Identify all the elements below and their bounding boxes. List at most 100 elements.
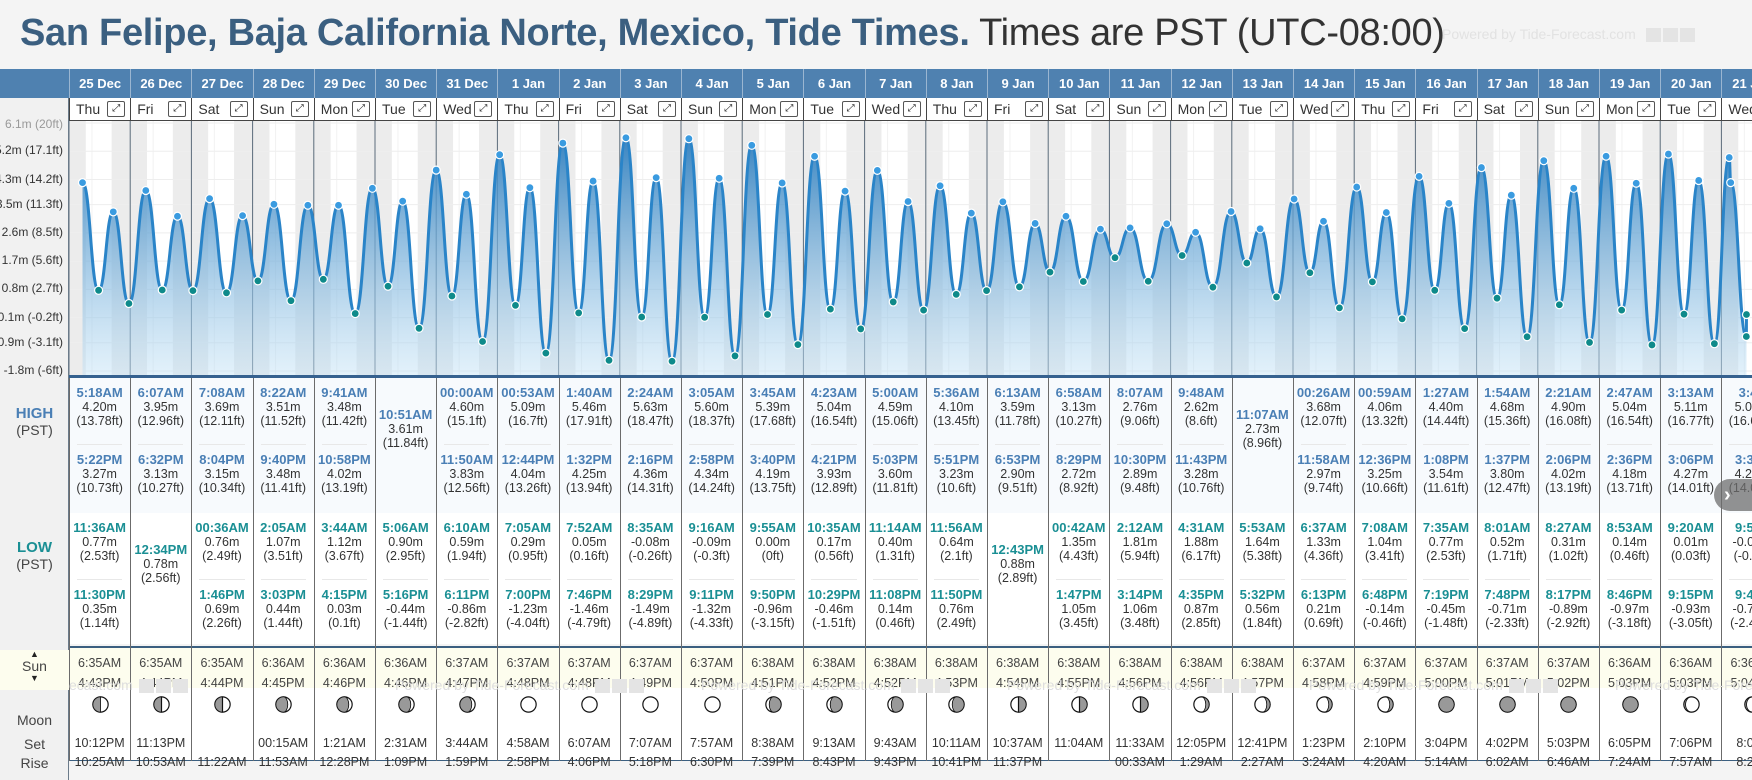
moonrise-time: 10:25AM: [74, 755, 125, 769]
tide-time: 2:06PM: [1545, 452, 1592, 467]
expand-day-icon[interactable]: ⤢: [413, 101, 432, 117]
tide-height-m: -0.44m: [386, 602, 426, 616]
expand-day-icon[interactable]: ⤢: [902, 101, 921, 117]
high-tide-point: [651, 173, 661, 183]
entry-separator: [321, 579, 367, 580]
sunrise-time: 6:38AM: [996, 656, 1040, 670]
expand-day-icon[interactable]: ⤢: [107, 101, 126, 117]
high-tide-point: [998, 197, 1008, 207]
expand-day-icon[interactable]: ⤢: [657, 101, 676, 117]
column-divider: [1231, 378, 1233, 761]
tide-height-ft: (12.07ft): [1300, 414, 1347, 428]
tide-height-m: 2.73m: [1245, 422, 1280, 436]
tide-time: 4:31AM: [1178, 520, 1225, 535]
low-tide-point: [1078, 276, 1088, 287]
sunrise-time: 6:38AM: [751, 656, 795, 670]
y-tick-label: 4.3m (14.2ft): [0, 171, 63, 186]
expand-day-icon[interactable]: ⤢: [1269, 101, 1288, 117]
low-tide-point: [1522, 332, 1532, 342]
low-tide-entry: 9:50PM -0.96m (-3.15ft): [742, 588, 803, 631]
expand-day-icon[interactable]: ⤢: [1208, 101, 1227, 117]
expand-day-icon[interactable]: ⤢: [963, 101, 982, 117]
tide-time: 10:51AM: [378, 407, 433, 422]
high-tide-point: [1724, 152, 1734, 163]
high-tide-point: [1694, 175, 1704, 186]
column-divider: [1048, 378, 1050, 761]
expand-day-icon[interactable]: ⤢: [1331, 101, 1350, 117]
tide-time: 1:46PM: [199, 587, 245, 602]
tide-time: 3:14PM: [1117, 587, 1163, 602]
high-tide-entry: 2:06PM 4.02m (13.19ft): [1538, 452, 1599, 496]
tide-height-ft: (-4.33ft): [689, 616, 734, 630]
moonrise-time: 1:59PM: [445, 755, 489, 769]
expand-day-icon[interactable]: ⤢: [1575, 101, 1594, 117]
sun-label: ▲ Sun ▼: [0, 650, 69, 690]
expand-day-icon[interactable]: ⤢: [168, 101, 187, 117]
tide-height-m: 3.28m: [1183, 467, 1219, 481]
expand-day-icon[interactable]: ⤢: [719, 101, 738, 117]
expand-day-icon[interactable]: ⤢: [535, 101, 554, 117]
y-tick-label: -0.1m (-0.2ft): [0, 309, 63, 324]
sunset-time: 4:56PM: [1179, 676, 1223, 690]
tide-height-ft: (2.49ft): [936, 616, 977, 630]
day-of-week: Wed⤢: [864, 98, 926, 121]
moonset-time: 10:12PM: [74, 736, 125, 750]
day-date: 20 Jan: [1660, 69, 1722, 98]
tide-time: 2:05AM: [260, 520, 307, 535]
expand-day-icon[interactable]: ⤢: [1392, 101, 1411, 117]
entry-separator: [1117, 444, 1163, 445]
expand-day-icon[interactable]: ⤢: [1147, 101, 1166, 117]
expand-day-icon[interactable]: ⤢: [1514, 101, 1533, 117]
tide-time: 1:32PM: [566, 452, 612, 467]
entry-separator: [627, 579, 673, 580]
moonrise-time: 5:14AM: [1424, 755, 1468, 769]
high-tide-point: [1663, 149, 1674, 159]
tide-height-m: 3.51m: [265, 400, 301, 414]
day-date: 18 Jan: [1537, 69, 1599, 98]
sunset-time: 5:04PM: [1730, 676, 1752, 690]
expand-day-icon[interactable]: ⤢: [1637, 101, 1656, 117]
low-tide-entry: 6:10AM 0.59m (1.94ft): [436, 521, 497, 564]
sunrise-time: 6:37AM: [445, 656, 489, 670]
tide-height-ft: (-4.79ft): [567, 616, 612, 630]
high-tide-entry: 10:51AM 3.61m (11.84ft): [375, 407, 436, 451]
tide-time: 8:53AM: [1606, 520, 1653, 535]
low-tide-entry: 9:16AM -0.09m (-0.3ft): [681, 521, 742, 564]
day-of-week: Thu ⤢: [1354, 98, 1416, 121]
tide-height-ft: (15.1ft): [446, 414, 487, 428]
next-days-button[interactable]: ›: [1714, 479, 1752, 511]
expand-day-icon[interactable]: ⤢: [596, 101, 615, 117]
tide-height-ft: (1.94ft): [446, 549, 487, 563]
high-tide-point: [840, 186, 850, 196]
tide-height-ft: (2.95ft): [385, 549, 426, 563]
expand-day-icon[interactable]: ⤢: [290, 101, 309, 117]
expand-day-icon[interactable]: ⤢: [780, 101, 799, 117]
entry-separator: [1545, 444, 1591, 445]
expand-day-icon[interactable]: ⤢: [229, 101, 248, 117]
tide-time: 7:35AM: [1422, 520, 1470, 535]
sunset-time: 4:47PM: [445, 676, 489, 690]
moon-phase-icon: [520, 696, 537, 713]
moonrise-time: 8:43PM: [812, 755, 856, 769]
expand-day-icon[interactable]: ⤢: [351, 101, 370, 117]
tide-height-m: 4.59m: [877, 400, 913, 414]
expand-day-icon[interactable]: ⤢: [1453, 101, 1472, 117]
expand-day-icon[interactable]: ⤢: [841, 101, 860, 117]
day-of-week-label: Mon: [1177, 101, 1205, 117]
expand-day-icon[interactable]: ⤢: [1086, 101, 1105, 117]
low-tide-point: [1143, 276, 1153, 286]
expand-day-icon[interactable]: ⤢: [1025, 101, 1044, 117]
tide-time: 9:48AM: [1178, 385, 1225, 400]
column-divider: [1170, 378, 1172, 761]
expand-day-icon[interactable]: ⤢: [1698, 101, 1717, 117]
moon-label: Moon: [16, 712, 53, 728]
moon-phase-icon: [1560, 696, 1578, 713]
low-tide-row: [69, 513, 1752, 644]
tide-time: 00:00AM: [440, 385, 494, 400]
tide-time: 11:14AM: [868, 520, 922, 535]
moonset-time: 8:38AM: [751, 736, 795, 750]
high-tide-point: [1476, 162, 1487, 173]
expand-day-icon[interactable]: ⤢: [474, 101, 493, 117]
tide-height-m: 0.14m: [1612, 535, 1647, 549]
high-tide-entry: 3:4?5.0?m(16.6?ft): [1721, 386, 1752, 429]
